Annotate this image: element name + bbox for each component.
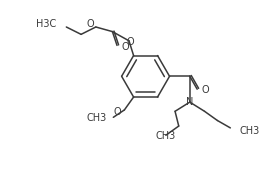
Text: CH3: CH3 bbox=[156, 131, 176, 141]
Text: CH3: CH3 bbox=[87, 113, 107, 123]
Text: H3C: H3C bbox=[36, 19, 56, 29]
Text: N: N bbox=[186, 97, 193, 107]
Text: O: O bbox=[126, 37, 134, 47]
Text: O: O bbox=[86, 19, 94, 29]
Text: O: O bbox=[122, 42, 129, 52]
Text: O: O bbox=[114, 107, 122, 117]
Text: CH3: CH3 bbox=[240, 126, 259, 136]
Text: O: O bbox=[202, 85, 209, 95]
